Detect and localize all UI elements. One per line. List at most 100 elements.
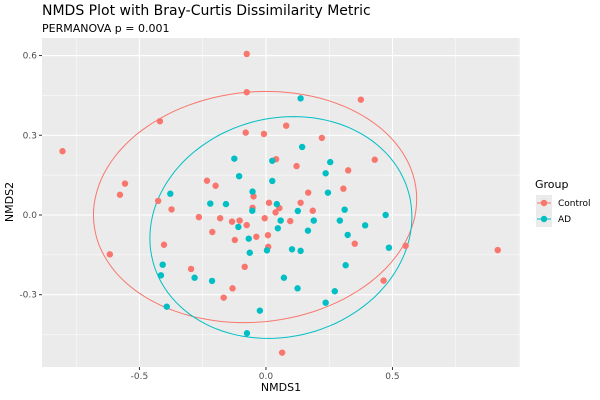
x-axis-label: NMDS1 [261, 381, 301, 394]
x-tick-label: 0.0 [259, 372, 274, 382]
point-control [402, 242, 409, 250]
point-control [344, 167, 352, 174]
chart-title: NMDS Plot with Bray-Curtis Dissimilarity… [42, 3, 371, 19]
point-control [168, 206, 175, 213]
point-control [351, 240, 358, 247]
point-control [340, 185, 347, 192]
y-tick-label: -0.3 [19, 291, 37, 301]
point-ad [269, 157, 276, 164]
point-ad [331, 288, 338, 295]
point-control [494, 246, 501, 254]
point-ad [256, 307, 264, 314]
point-control [216, 214, 224, 222]
x-tick-label: -0.5 [131, 372, 149, 382]
point-control [160, 241, 168, 248]
point-control [241, 263, 248, 271]
point-ad [208, 277, 216, 285]
point-control [243, 221, 250, 229]
point-control [209, 228, 216, 236]
point-ad [297, 247, 304, 255]
point-control [305, 189, 312, 196]
y-tick-label: 0.3 [23, 131, 37, 141]
point-control [278, 349, 286, 356]
point-ad [341, 206, 348, 213]
point-control [371, 156, 378, 163]
point-ad [249, 188, 256, 195]
point-control [121, 180, 129, 187]
point-ad [344, 231, 351, 239]
point-control [265, 199, 273, 206]
point-ad [222, 200, 230, 208]
point-ad [288, 246, 296, 253]
point-control [287, 217, 294, 225]
point-ad [231, 155, 238, 162]
point-ad [342, 262, 349, 269]
point-control [380, 277, 387, 284]
point-ad [310, 217, 317, 224]
point-ad [297, 95, 304, 102]
point-control [318, 134, 326, 142]
y-tick-label: 0.0 [23, 211, 38, 221]
y-tick-label: 0.6 [23, 52, 38, 62]
x-tick-label: 0.5 [385, 372, 399, 382]
legend-title: Group [535, 178, 569, 191]
point-ad [280, 274, 288, 281]
confidence-ellipses [92, 91, 418, 339]
legend: Group Control AD [535, 178, 591, 227]
point-ad [163, 303, 170, 310]
point-control [243, 50, 250, 58]
gridlines [42, 38, 520, 367]
point-control [231, 236, 239, 244]
point-ad [322, 299, 329, 306]
point-control [253, 233, 260, 240]
point-control [212, 182, 219, 189]
point-control [309, 207, 316, 214]
point-control [195, 213, 203, 221]
legend-label-control: Control [558, 199, 591, 209]
point-control [264, 231, 272, 239]
point-ad [324, 189, 332, 196]
point-control [228, 218, 236, 225]
point-control [243, 89, 250, 96]
point-ad [207, 200, 214, 207]
point-ad [235, 172, 243, 180]
point-control [156, 117, 164, 125]
plot-panel [42, 38, 520, 367]
point-control [229, 285, 236, 292]
point-control [297, 199, 304, 206]
point-ad [277, 217, 284, 224]
point-ad [191, 274, 198, 281]
point-ad [274, 225, 282, 232]
point-ad [167, 190, 174, 197]
point-control [272, 209, 279, 216]
point-ad [385, 244, 393, 251]
point-ad [327, 158, 334, 166]
point-control [250, 193, 257, 200]
point-control [357, 96, 365, 103]
point-control [203, 177, 211, 184]
point-control [261, 214, 268, 222]
legend-label-ad: AD [558, 215, 571, 225]
point-ad [157, 272, 165, 279]
point-ad [273, 200, 281, 208]
legend-key-point [540, 215, 548, 223]
chart-subtitle: PERMANOVA p = 0.001 [42, 22, 170, 35]
point-ad [336, 217, 344, 224]
point-ad [361, 222, 369, 229]
point-ad [298, 143, 306, 151]
point-ad [243, 330, 251, 337]
point-ad [294, 285, 301, 292]
point-ad [246, 249, 253, 256]
point-ad [263, 247, 271, 254]
point-control [260, 130, 268, 138]
point-ad [304, 227, 312, 234]
legend-key-point [540, 199, 548, 207]
point-control [242, 129, 249, 136]
data-points [59, 50, 501, 356]
point-control [220, 294, 227, 301]
point-control [154, 197, 162, 205]
ellipse-control [92, 91, 418, 324]
point-control [59, 148, 66, 155]
point-control [116, 191, 124, 198]
